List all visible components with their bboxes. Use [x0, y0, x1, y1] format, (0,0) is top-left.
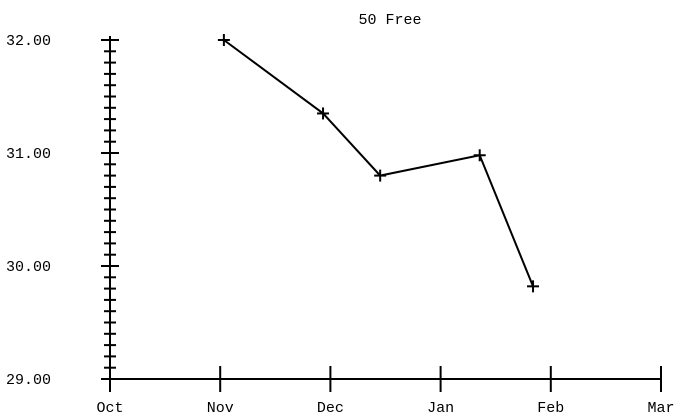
chart-title: 50 Free: [358, 12, 421, 29]
x-tick-label: Feb: [537, 400, 564, 417]
series-line: [223, 39, 534, 287]
x-axis-tick-labels: Oct Nov Dec Jan Feb Mar: [96, 400, 674, 417]
y-tick-label: 32.00: [6, 33, 51, 50]
data-point-marker: [473, 149, 486, 162]
axes: [101, 36, 662, 392]
x-tick-label: Nov: [207, 400, 234, 417]
x-tick-label: Dec: [317, 400, 344, 417]
y-axis-tick-labels: 29.00 30.00 31.00 32.00: [6, 33, 51, 389]
data-point-marker: [527, 280, 540, 293]
data-point-marker: [317, 107, 330, 120]
y-tick-label: 31.00: [6, 146, 51, 163]
y-tick-label: 29.00: [6, 372, 51, 389]
y-tick-label: 30.00: [6, 259, 51, 276]
x-tick-label: Jan: [427, 400, 454, 417]
data-point-marker: [217, 34, 230, 46]
series-layer: [217, 34, 540, 293]
x-tick-label: Mar: [647, 400, 674, 417]
data-point-marker: [374, 169, 387, 182]
x-tick-label: Oct: [96, 400, 123, 417]
